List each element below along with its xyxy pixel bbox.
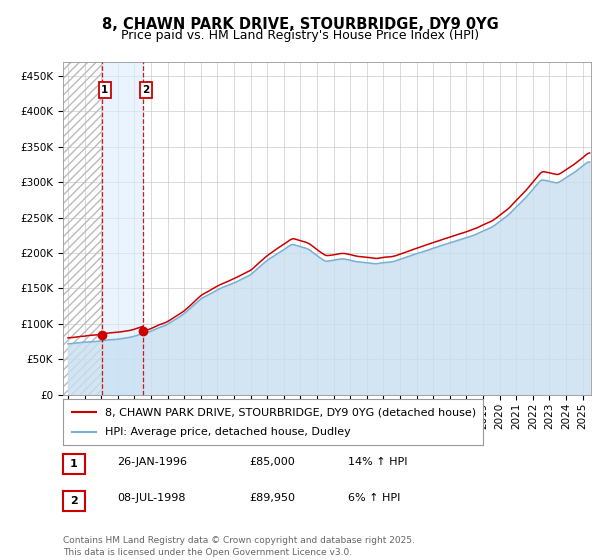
Text: 26-JAN-1996: 26-JAN-1996: [117, 457, 187, 467]
Text: 1: 1: [101, 85, 109, 95]
Text: Price paid vs. HM Land Registry's House Price Index (HPI): Price paid vs. HM Land Registry's House …: [121, 29, 479, 42]
Text: Contains HM Land Registry data © Crown copyright and database right 2025.
This d: Contains HM Land Registry data © Crown c…: [63, 536, 415, 557]
Text: £85,000: £85,000: [249, 457, 295, 467]
Text: 08-JUL-1998: 08-JUL-1998: [117, 493, 185, 503]
Text: £89,950: £89,950: [249, 493, 295, 503]
Text: 2: 2: [70, 496, 77, 506]
Text: 2: 2: [142, 85, 149, 95]
Text: 8, CHAWN PARK DRIVE, STOURBRIDGE, DY9 0YG (detached house): 8, CHAWN PARK DRIVE, STOURBRIDGE, DY9 0Y…: [105, 407, 476, 417]
Text: 1: 1: [70, 459, 77, 469]
Text: 8, CHAWN PARK DRIVE, STOURBRIDGE, DY9 0YG: 8, CHAWN PARK DRIVE, STOURBRIDGE, DY9 0Y…: [101, 17, 499, 32]
Text: HPI: Average price, detached house, Dudley: HPI: Average price, detached house, Dudl…: [105, 427, 351, 437]
Text: 6% ↑ HPI: 6% ↑ HPI: [348, 493, 400, 503]
Text: 14% ↑ HPI: 14% ↑ HPI: [348, 457, 407, 467]
Bar: [103, 62, 143, 395]
